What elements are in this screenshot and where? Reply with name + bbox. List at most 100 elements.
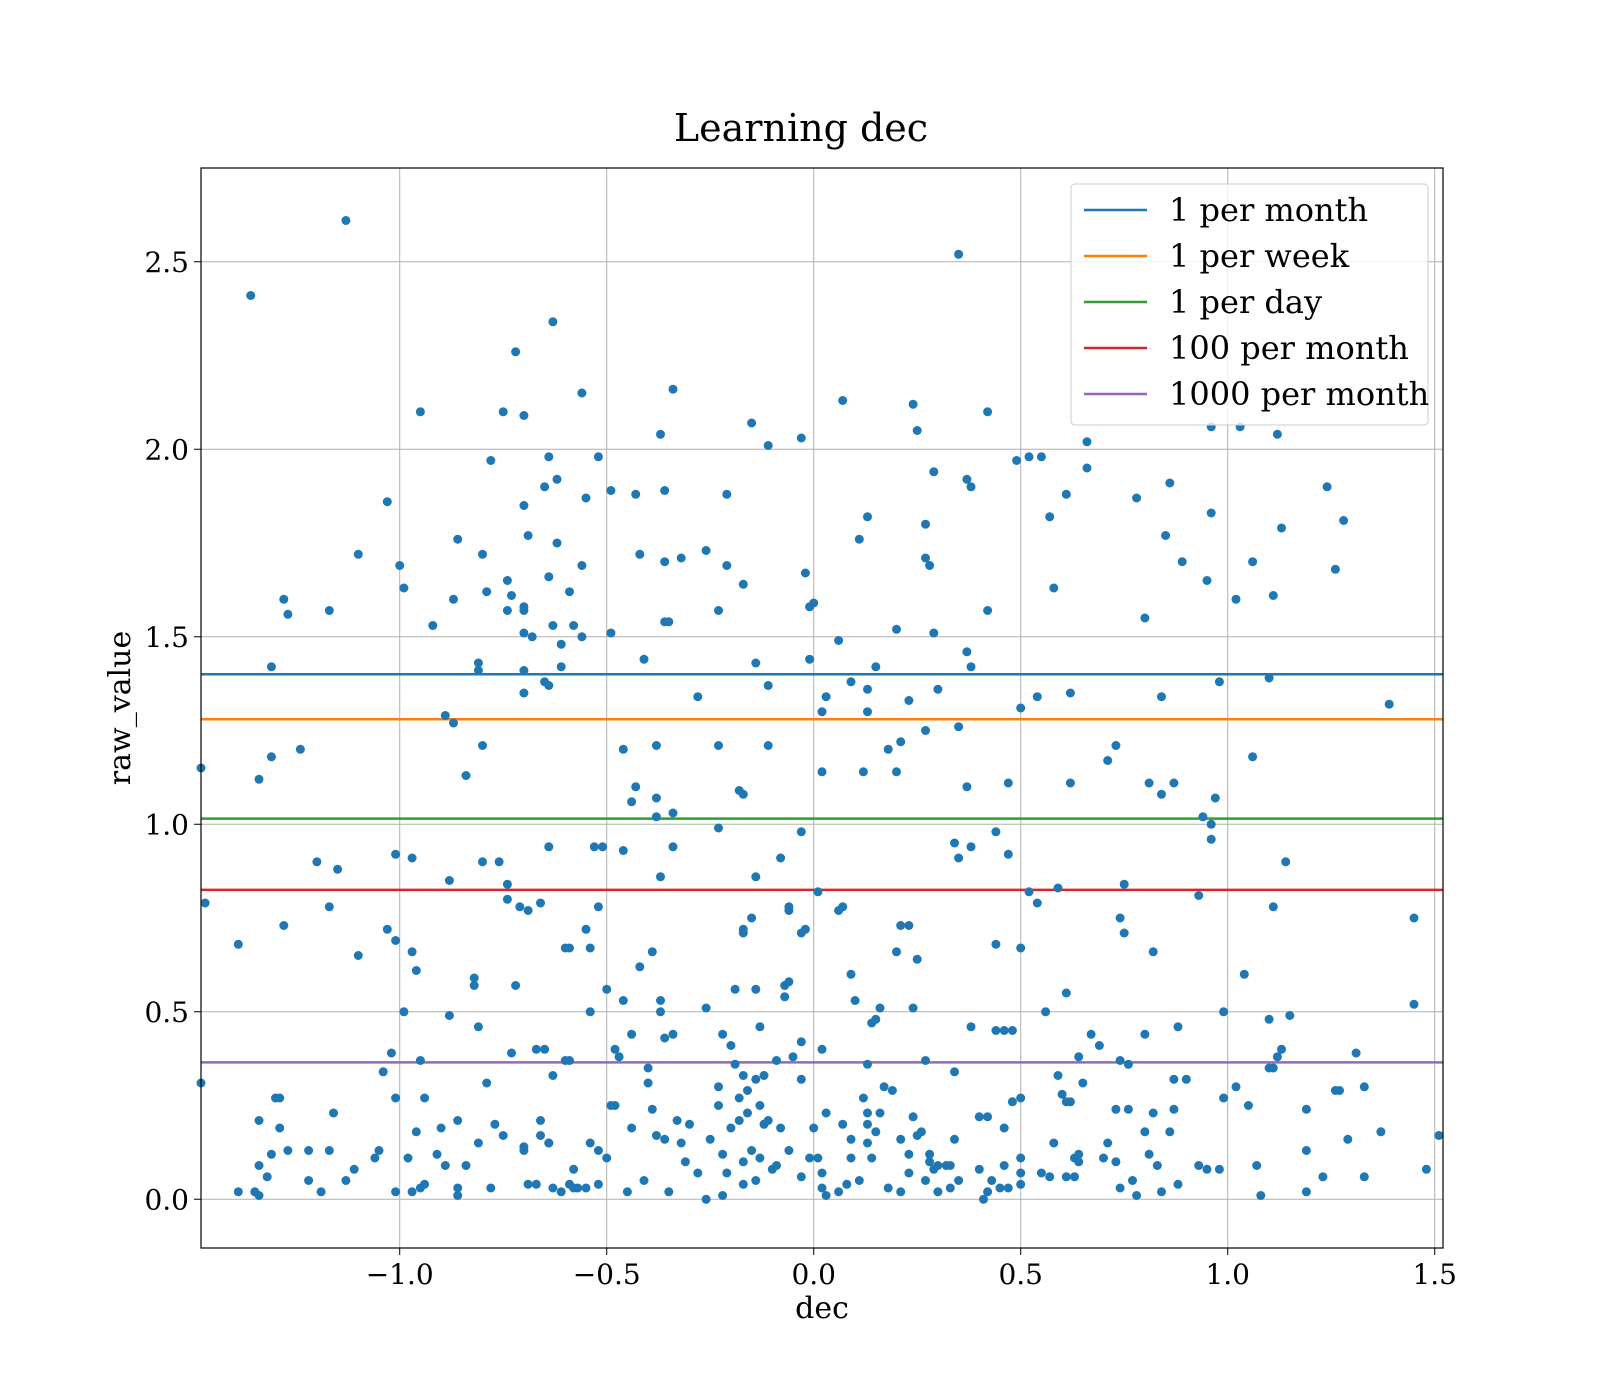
y-tick-label: 1.5 xyxy=(144,621,189,654)
scatter-point xyxy=(1157,1187,1166,1197)
scatter-point xyxy=(494,857,504,867)
scatter-point xyxy=(772,1056,781,1065)
scatter-point xyxy=(440,1161,450,1170)
scatter-point xyxy=(805,1153,815,1163)
scatter-point xyxy=(1045,512,1055,522)
scatter-point xyxy=(904,1149,914,1159)
scatter-point xyxy=(444,876,454,885)
scatter-point xyxy=(660,486,670,495)
scatter-point xyxy=(415,407,425,417)
scatter-point xyxy=(353,549,363,559)
scatter-point xyxy=(858,767,868,777)
scatter-point xyxy=(664,1187,674,1197)
scatter-point xyxy=(254,774,264,784)
scatter-point xyxy=(800,568,810,578)
scatter-point xyxy=(676,1138,686,1148)
scatter-point xyxy=(1123,1059,1133,1069)
scatter-point xyxy=(950,1134,959,1144)
scatter-point xyxy=(1264,673,1274,683)
scatter-point xyxy=(896,1134,906,1144)
scatter-point xyxy=(606,628,616,638)
scatter-point xyxy=(304,1146,314,1155)
scatter-point xyxy=(449,594,458,604)
scatter-point xyxy=(399,583,409,593)
scatter-point xyxy=(718,1029,728,1039)
scatter-point xyxy=(1206,819,1216,829)
scatter-point xyxy=(643,1063,653,1073)
scatter-point xyxy=(1359,1172,1369,1182)
scatter-point xyxy=(598,842,608,852)
scatter-point xyxy=(1335,1086,1344,1095)
scatter-point xyxy=(954,1176,964,1185)
scatter-point xyxy=(1016,1179,1026,1189)
scatter-point xyxy=(1351,1048,1361,1058)
scatter-point xyxy=(502,606,512,615)
scatter-point xyxy=(784,906,794,915)
scatter-point xyxy=(316,1187,326,1197)
y-axis-label: raw_value xyxy=(103,631,138,785)
scatter-point xyxy=(1248,752,1258,762)
scatter-point xyxy=(266,752,276,762)
scatter-point xyxy=(391,1187,401,1197)
scatter-point xyxy=(1078,1078,1088,1088)
scatter-point xyxy=(391,849,401,859)
scatter-point xyxy=(544,572,554,582)
scatter-point xyxy=(979,1194,988,1204)
scatter-point xyxy=(962,647,972,657)
scatter-point xyxy=(283,609,293,619)
scatter-point xyxy=(569,621,579,630)
scatter-point xyxy=(1301,1187,1311,1197)
scatter-point xyxy=(349,1164,359,1174)
scatter-point xyxy=(647,947,657,957)
scatter-point xyxy=(950,1067,959,1077)
scatter-point xyxy=(1148,1108,1158,1118)
scatter-point xyxy=(813,1153,823,1163)
scatter-point xyxy=(593,902,603,912)
scatter-point xyxy=(738,928,748,938)
scatter-point xyxy=(552,538,562,548)
scatter-point xyxy=(585,1138,595,1148)
scatter-point xyxy=(954,853,964,863)
scatter-point xyxy=(1144,1149,1154,1159)
x-axis-ticks: −1.0 −0.5 0.0 0.5 1.0 1.5 xyxy=(366,1248,1457,1291)
scatter-point xyxy=(875,1108,885,1118)
scatter-point xyxy=(502,879,512,889)
scatter-point xyxy=(668,842,678,852)
scatter-point xyxy=(544,452,554,462)
scatter-point xyxy=(1177,557,1187,567)
scatter-point xyxy=(929,467,939,477)
scatter-point xyxy=(962,782,972,792)
scatter-point xyxy=(1214,1164,1224,1174)
scatter-point xyxy=(838,902,848,912)
scatter-point xyxy=(593,1146,603,1155)
scatter-point xyxy=(254,1116,264,1125)
scatter-point xyxy=(478,857,487,867)
scatter-point xyxy=(1144,778,1154,788)
scatter-point xyxy=(925,561,935,570)
scatter-point xyxy=(353,951,363,960)
scatter-point xyxy=(1301,1104,1311,1114)
y-tick-label: 2.0 xyxy=(144,433,189,466)
scatter-point xyxy=(647,1104,657,1114)
scatter-point xyxy=(730,1059,740,1069)
scatter-point xyxy=(1194,891,1204,900)
legend-label: 100 per month xyxy=(1169,329,1409,367)
scatter-point xyxy=(714,1101,723,1110)
scatter-point xyxy=(1157,789,1166,799)
scatter-point xyxy=(602,984,612,994)
scatter-point xyxy=(403,1153,413,1163)
scatter-point xyxy=(896,921,906,930)
scatter-point xyxy=(817,1044,827,1054)
scatter-point xyxy=(556,639,566,649)
scatter-point xyxy=(639,654,649,664)
scatter-point xyxy=(536,1131,545,1140)
scatter-point xyxy=(523,1179,533,1189)
scatter-point xyxy=(714,823,723,833)
scatter-point xyxy=(1140,613,1150,623)
scatter-point xyxy=(892,767,901,777)
scatter-point xyxy=(668,384,678,394)
scatter-point xyxy=(863,1119,872,1129)
scatter-point xyxy=(498,407,508,417)
scatter-point xyxy=(295,744,305,754)
scatter-point xyxy=(382,924,392,934)
